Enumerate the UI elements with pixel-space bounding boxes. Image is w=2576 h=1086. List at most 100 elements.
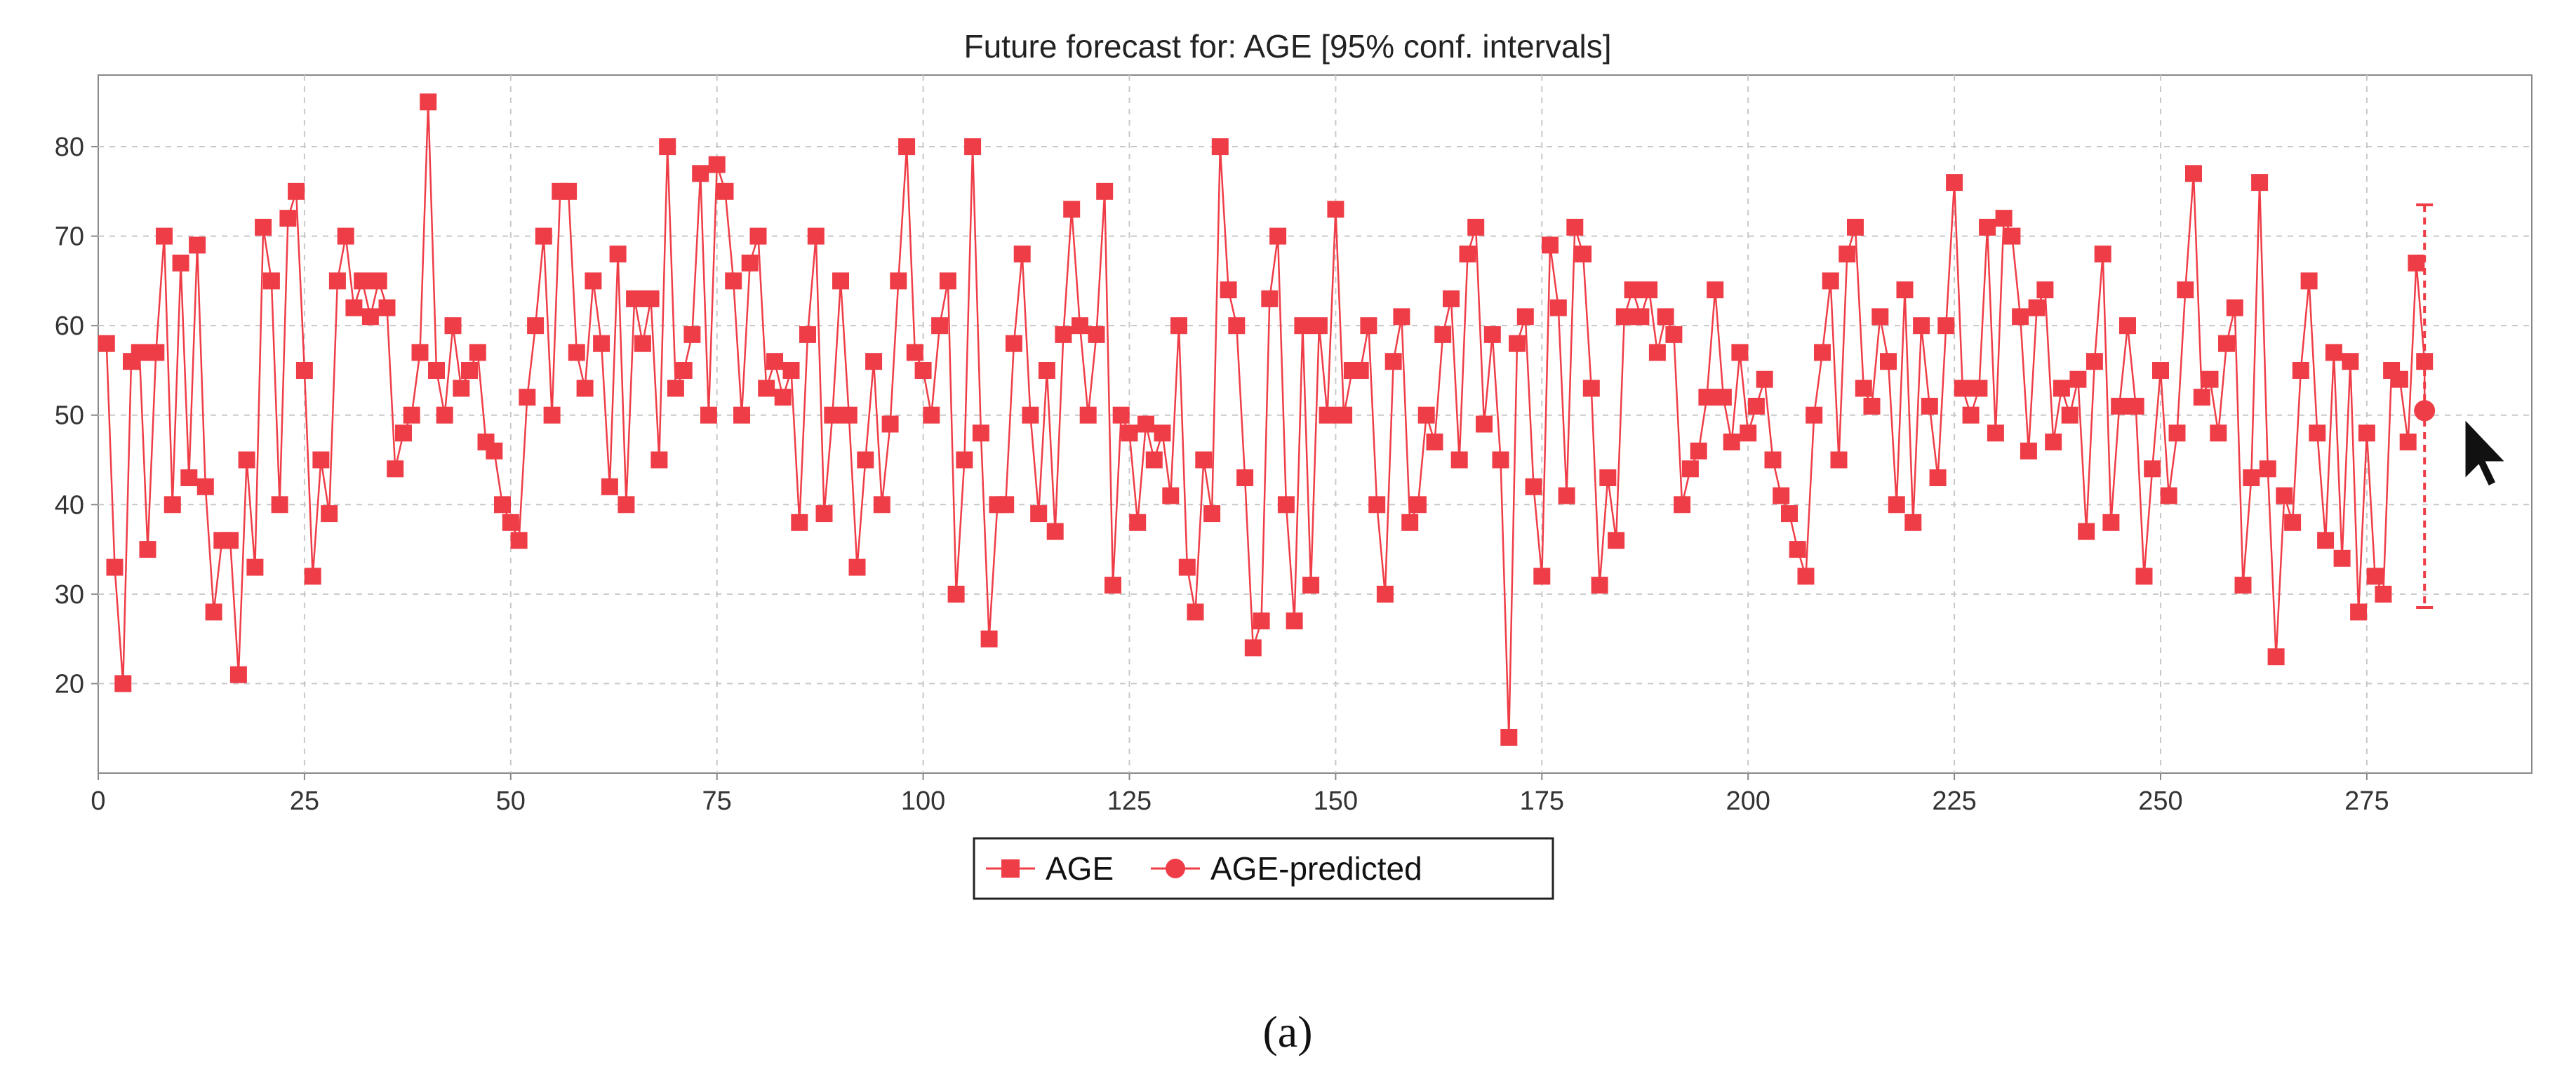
age-data-point xyxy=(997,496,1015,514)
legend: AGE AGE-predicted xyxy=(973,837,1554,900)
age-data-point xyxy=(2193,389,2210,406)
age-data-point xyxy=(527,317,545,335)
age-data-point xyxy=(1509,335,1526,352)
age-data-point xyxy=(1088,326,1105,343)
age-data-point xyxy=(1896,281,1914,299)
age-data-point xyxy=(956,451,973,469)
age-data-point xyxy=(733,406,750,424)
age-data-point xyxy=(2350,603,2368,621)
age-data-point xyxy=(741,254,759,272)
age-data-point xyxy=(255,218,272,236)
x-tick-label: 125 xyxy=(1107,786,1152,816)
age-data-point xyxy=(378,299,396,316)
age-data-point xyxy=(1558,487,1575,504)
age-data-point xyxy=(2144,460,2161,478)
age-data-point xyxy=(857,451,874,469)
age-data-point xyxy=(1137,415,1154,433)
age-data-point xyxy=(2210,424,2227,442)
age-data-point xyxy=(370,272,387,290)
age-data-point xyxy=(1665,326,1683,343)
age-data-point xyxy=(1376,585,1394,603)
age-data-point xyxy=(262,272,280,290)
age-data-point xyxy=(1838,246,1856,263)
age-data-point xyxy=(1154,424,1171,442)
age-data-point xyxy=(444,317,462,335)
age-data-point xyxy=(288,182,305,200)
age-data-point xyxy=(2078,523,2095,540)
age-data-point xyxy=(1549,299,1567,316)
age-data-point xyxy=(1434,326,1452,343)
age-data-point xyxy=(1921,398,1938,415)
age-data-point xyxy=(618,496,635,514)
cursor-arrow-icon xyxy=(2463,415,2509,489)
y-tick-label: 30 xyxy=(55,580,84,610)
age-data-point xyxy=(560,182,578,200)
age-data-point xyxy=(172,254,189,272)
age-data-point xyxy=(1022,406,1039,424)
age-data-point xyxy=(1195,451,1213,469)
age-data-point xyxy=(461,362,478,379)
age-data-point xyxy=(1220,281,1237,299)
age-data-point xyxy=(1492,451,1509,469)
y-tick-label: 50 xyxy=(55,401,84,431)
age-data-point xyxy=(1648,344,1666,361)
age-data-point xyxy=(1063,201,1081,218)
legend-marker-square xyxy=(1001,859,1020,878)
age-data-point xyxy=(2218,335,2235,352)
age-data-point xyxy=(519,389,536,406)
age-data-point xyxy=(1038,362,1055,379)
age-data-point xyxy=(1319,406,1336,424)
age-data-point xyxy=(387,460,404,478)
age-data-point xyxy=(593,335,610,352)
age-data-point xyxy=(2333,549,2351,567)
age-data-point xyxy=(2226,299,2243,316)
legend-box xyxy=(973,837,1554,900)
age-data-point xyxy=(964,138,982,156)
age-data-point xyxy=(1030,505,1048,523)
age-data-point xyxy=(2243,469,2260,486)
age-data-point xyxy=(1946,174,1963,192)
x-tick-label: 150 xyxy=(1314,786,1358,816)
age-data-point xyxy=(361,308,379,326)
age-data-point xyxy=(189,236,206,254)
age-data-point xyxy=(939,272,956,290)
age-data-point xyxy=(1863,398,1881,415)
age-data-point xyxy=(1657,308,1674,326)
x-tick-label: 75 xyxy=(702,786,732,816)
age-data-point xyxy=(1582,380,1600,397)
age-data-point xyxy=(980,630,998,648)
age-data-point xyxy=(2325,344,2342,361)
x-tick-label: 225 xyxy=(1932,786,1976,816)
age-data-point xyxy=(1105,577,1121,594)
age-data-point xyxy=(972,424,989,442)
age-data-point xyxy=(1459,246,1476,263)
age-data-point xyxy=(807,227,825,245)
age-data-point xyxy=(1615,308,1633,326)
age-data-point xyxy=(931,317,949,335)
age-data-point xyxy=(1822,272,1839,290)
age-data-point xyxy=(1566,218,1584,236)
age-data-point xyxy=(2119,317,2136,335)
age-data-point xyxy=(1162,487,1180,504)
age-data-point xyxy=(1467,218,1485,236)
age-data-point xyxy=(1384,353,1402,370)
age-data-point xyxy=(626,290,643,307)
age-data-point xyxy=(147,344,165,361)
age-data-point xyxy=(1516,308,1534,326)
age-data-point xyxy=(1714,389,1732,406)
x-tick-label: 200 xyxy=(1726,786,1770,816)
age-data-point xyxy=(1542,236,1559,254)
age-data-point xyxy=(2375,585,2392,603)
age-data-point xyxy=(98,335,115,352)
age-data-point xyxy=(1681,460,1699,478)
age-data-point xyxy=(163,496,181,514)
age-data-point xyxy=(659,138,676,156)
age-data-point xyxy=(1962,406,1980,424)
age-data-point xyxy=(1483,326,1501,343)
age-data-point xyxy=(411,344,429,361)
age-data-point xyxy=(873,496,890,514)
age-data-point xyxy=(2317,532,2335,549)
age-data-point xyxy=(321,505,338,523)
age-data-point xyxy=(114,675,132,692)
